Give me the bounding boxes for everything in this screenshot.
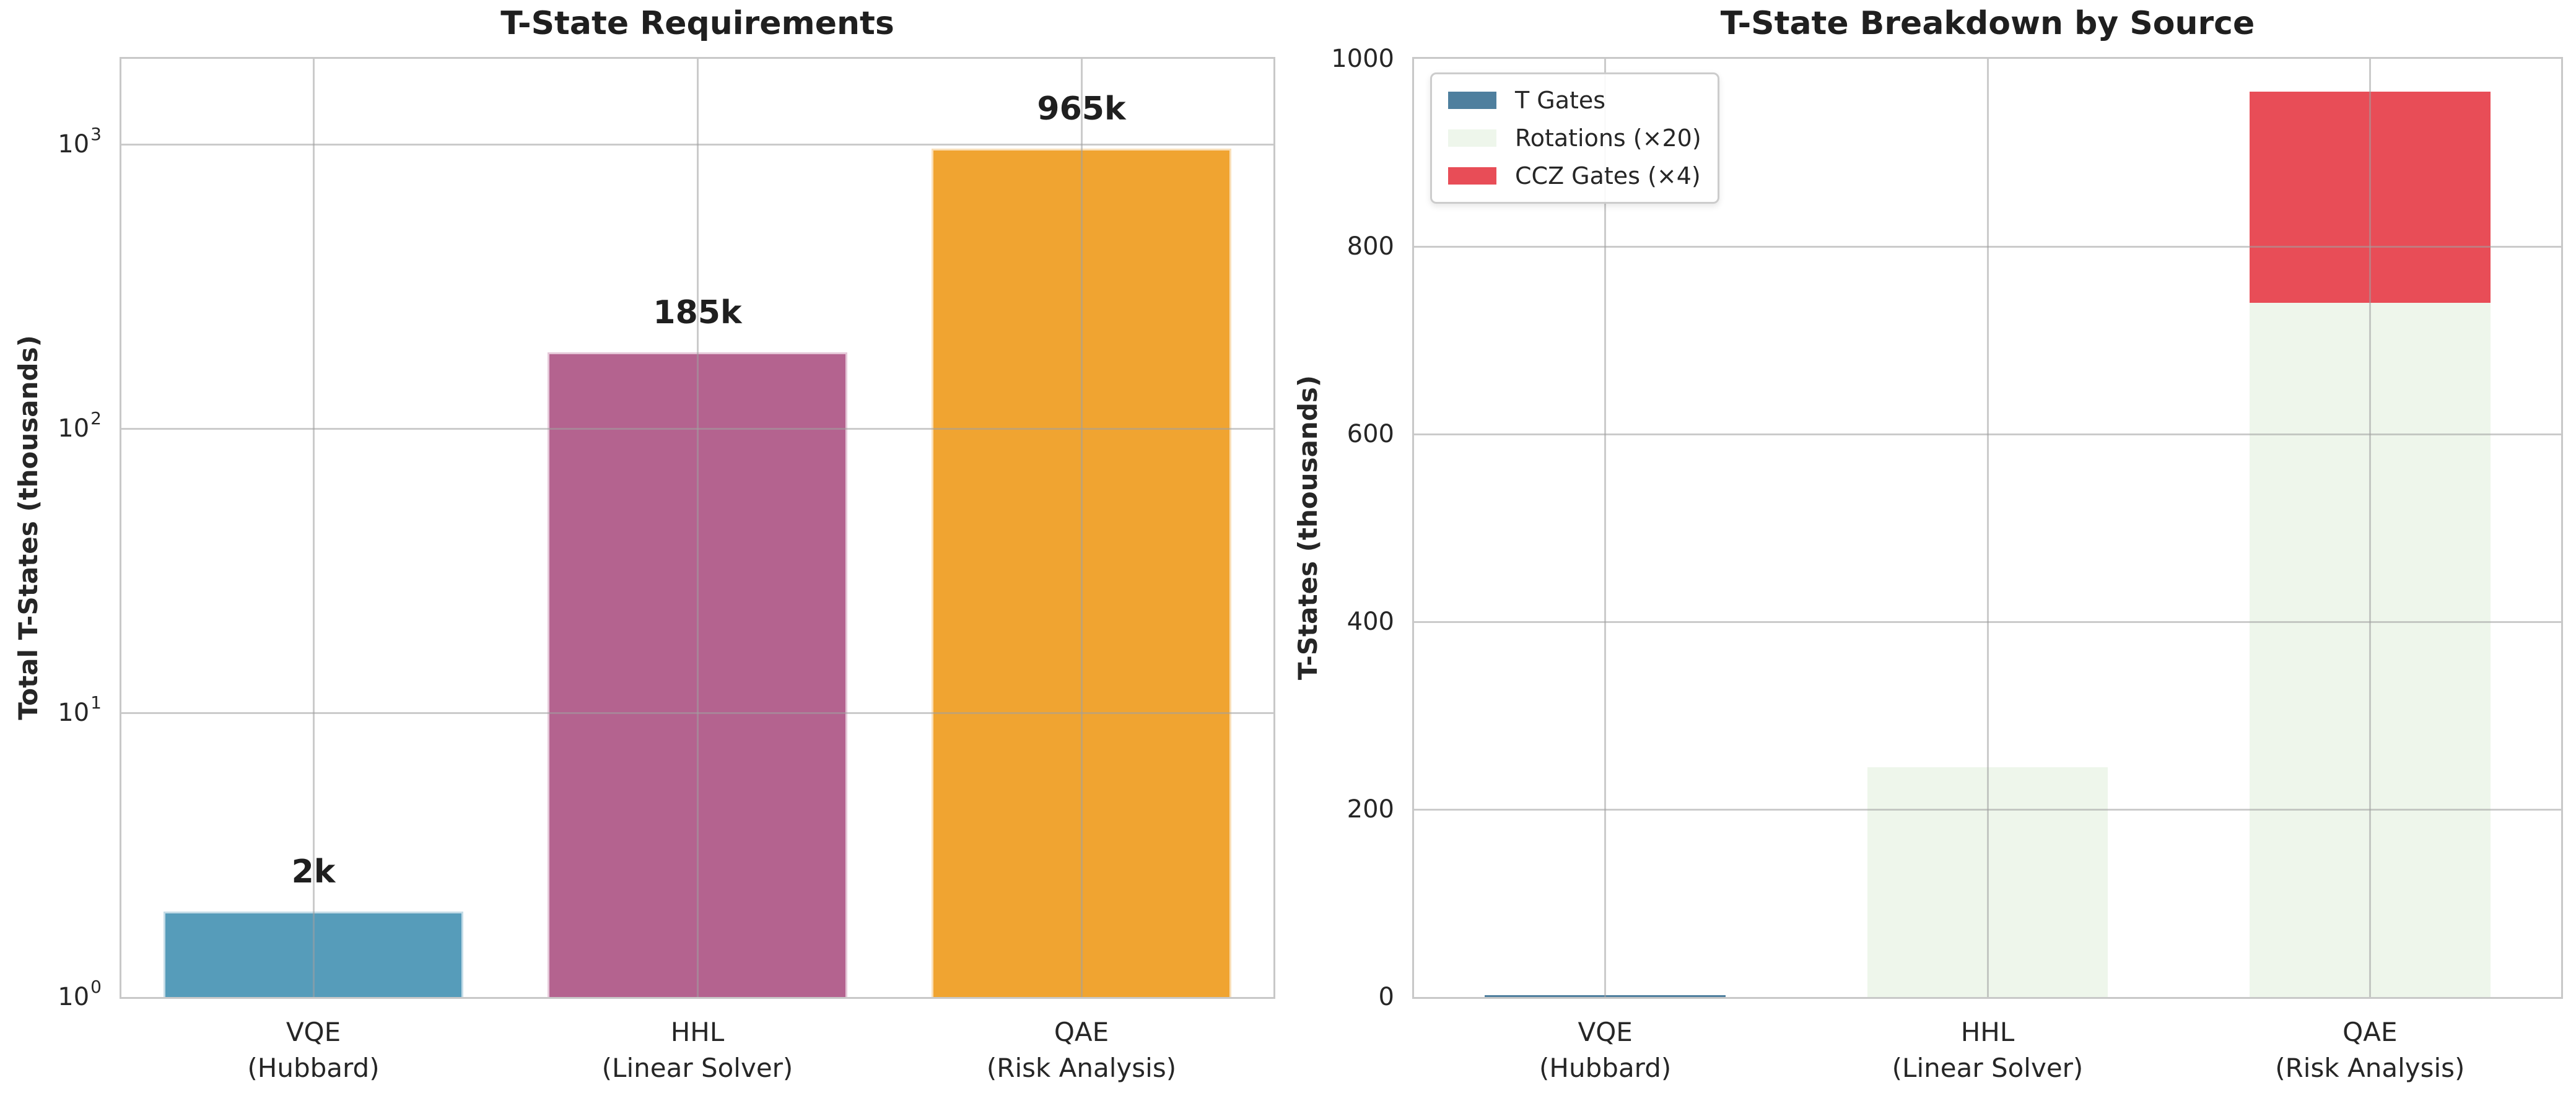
x-tick-line: (Risk Analysis): [986, 1053, 1177, 1083]
grid-line-v: [1604, 59, 1607, 997]
x-tick-label-qae: QAE (Risk Analysis): [865, 1014, 1298, 1086]
x-tick-label-hhl: HHL (Linear Solver): [1771, 1014, 2204, 1086]
grid-line-v: [1080, 59, 1083, 997]
bar-value-label: 2k: [291, 853, 336, 891]
left-plot-area: 2k 185k 965k: [120, 57, 1275, 999]
x-tick-label-qae: QAE (Risk Analysis): [2153, 1014, 2576, 1086]
y-tick-exponent: 3: [90, 124, 102, 145]
grid-line-v: [312, 59, 315, 997]
grid-line-v: [1986, 59, 1989, 997]
legend-swatch-ccz-gates-4: [1448, 167, 1496, 185]
x-tick-line: QAE: [2342, 1017, 2398, 1047]
right-plot-area: [1412, 57, 2563, 999]
grid-line-v: [696, 59, 699, 997]
legend-label: CCZ Gates (×4): [1515, 162, 1701, 189]
legend: T Gates Rotations (×20) CCZ Gates (×4): [1430, 72, 1719, 204]
bar-value-label: 965k: [1037, 90, 1126, 128]
left-chart-title: T-State Requirements: [500, 5, 894, 42]
y-tick-exponent: 0: [90, 977, 102, 997]
x-tick-line: (Linear Solver): [1892, 1053, 2084, 1083]
legend-swatch-t-gates: [1448, 92, 1496, 109]
x-tick-line: VQE: [1578, 1017, 1633, 1047]
y-tick-label: 103: [0, 124, 102, 162]
x-tick-line: (Risk Analysis): [2275, 1053, 2465, 1083]
y-tick-label: 102: [0, 408, 102, 446]
x-tick-line: (Hubbard): [247, 1053, 380, 1083]
y-tick-base: 10: [58, 414, 90, 443]
legend-label: T Gates: [1515, 87, 1606, 114]
right-chart-title: T-State Breakdown by Source: [1720, 5, 2255, 42]
y-tick-label: 800: [1347, 232, 1394, 261]
y-tick-exponent: 2: [90, 408, 102, 429]
y-tick-label: 400: [1347, 607, 1394, 636]
x-tick-line: QAE: [1054, 1017, 1109, 1047]
y-tick-label: 200: [1347, 795, 1394, 824]
legend-item-rotations-20: Rotations (×20): [1448, 124, 1701, 152]
y-tick-base: 10: [58, 130, 90, 159]
x-tick-label-vqe: VQE (Hubbard): [97, 1014, 530, 1086]
right-y-axis-label: T-States (thousands): [1293, 375, 1323, 681]
y-tick-exponent: 1: [90, 692, 102, 713]
grid-line-v: [2369, 59, 2371, 997]
x-tick-label-vqe: VQE (Hubbard): [1389, 1014, 1822, 1086]
x-tick-line: HHL: [670, 1017, 725, 1047]
y-tick-label: 100: [0, 977, 102, 1014]
left-y-axis-label: Total T-States (thousands): [13, 335, 43, 720]
y-tick-label: 600: [1347, 420, 1394, 448]
y-tick-base: 10: [58, 699, 90, 728]
x-tick-label-hhl: HHL (Linear Solver): [481, 1014, 914, 1086]
y-tick-label: 101: [0, 692, 102, 730]
legend-swatch-rotations-20: [1448, 129, 1496, 147]
legend-label: Rotations (×20): [1515, 124, 1701, 152]
x-tick-line: (Linear Solver): [601, 1053, 793, 1083]
legend-item-ccz-gates-4: CCZ Gates (×4): [1448, 162, 1701, 189]
y-tick-base: 10: [58, 983, 90, 1011]
bar-value-label: 185k: [653, 294, 742, 332]
legend-item-t-gates: T Gates: [1448, 87, 1701, 114]
y-tick-label: 0: [1378, 983, 1394, 1011]
x-tick-line: VQE: [286, 1017, 341, 1047]
x-tick-line: HHL: [1960, 1017, 2015, 1047]
x-tick-line: (Hubbard): [1539, 1053, 1672, 1083]
y-tick-label: 1000: [1331, 45, 1394, 73]
